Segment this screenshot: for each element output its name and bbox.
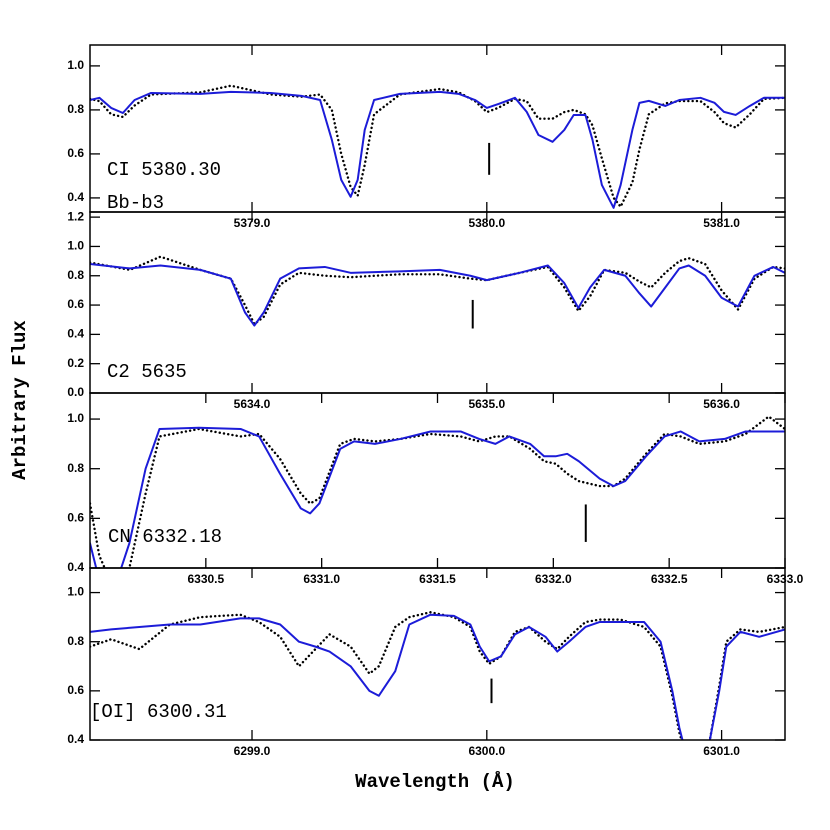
spectrum-line (90, 90, 785, 209)
spectrum-line (90, 613, 785, 740)
y-tick-label: 1.0 (67, 58, 84, 72)
spectrum-line (90, 263, 785, 327)
x-tick-label: 5380.0 (468, 216, 505, 230)
y-tick-label: 0.4 (67, 560, 84, 574)
y-tick-label: 0.0 (67, 385, 84, 399)
spectrum-line (90, 255, 785, 326)
y-tick-label: 0.8 (67, 268, 84, 282)
panel-frame (89, 44, 786, 213)
y-tick-label: 0.6 (67, 683, 84, 697)
panel-label: [OI] 6300.31 (90, 701, 227, 723)
panel (90, 255, 785, 327)
x-tick-label: 5636.0 (703, 397, 740, 411)
y-tick-label: 0.8 (67, 634, 84, 648)
x-tick-label: 6300.0 (468, 744, 505, 758)
panel-frame (89, 567, 786, 741)
panel (90, 84, 785, 209)
spectrum-line (90, 84, 785, 208)
y-tick-label: 0.6 (67, 511, 84, 525)
panel-label: Bb-b3 (107, 192, 164, 214)
spectrum-line (90, 426, 785, 568)
x-tick-label: 6331.0 (303, 572, 340, 586)
y-tick-label: 0.6 (67, 146, 84, 160)
x-tick-label: 5634.0 (234, 397, 271, 411)
panel (90, 611, 785, 740)
y-tick-label: 0.8 (67, 102, 84, 116)
x-tick-label: 5381.0 (703, 216, 740, 230)
y-axis-label: Arbitrary Flux (9, 320, 31, 480)
spectrum-line (90, 611, 785, 740)
x-tick-label: 6332.0 (535, 572, 572, 586)
y-tick-label: 0.4 (67, 327, 84, 341)
x-tick-label: 5635.0 (468, 397, 505, 411)
spectrum-line (90, 415, 785, 568)
y-tick-label: 0.4 (67, 732, 84, 746)
panel-frame (89, 211, 786, 394)
panel-label: C2 5635 (107, 361, 187, 383)
panel-label: CN 6332.18 (108, 526, 222, 548)
panel (90, 415, 785, 568)
y-tick-label: 1.0 (67, 585, 84, 599)
y-tick-label: 0.6 (67, 297, 84, 311)
x-tick-label: 6299.0 (234, 744, 271, 758)
panel-label: CI 5380.30 (107, 159, 221, 181)
y-tick-label: 1.2 (67, 209, 84, 223)
y-tick-label: 1.0 (67, 239, 84, 253)
y-tick-label: 0.4 (67, 190, 84, 204)
x-tick-label: 6330.5 (187, 572, 224, 586)
y-tick-label: 1.0 (67, 411, 84, 425)
x-tick-label: 6332.5 (651, 572, 688, 586)
x-tick-label: 5379.0 (234, 216, 271, 230)
y-tick-label: 0.8 (67, 461, 84, 475)
y-tick-label: 0.2 (67, 356, 84, 370)
x-axis-label: Wavelength (Å) (355, 771, 515, 793)
x-tick-label: 6301.0 (703, 744, 740, 758)
x-tick-label: 6331.5 (419, 572, 456, 586)
